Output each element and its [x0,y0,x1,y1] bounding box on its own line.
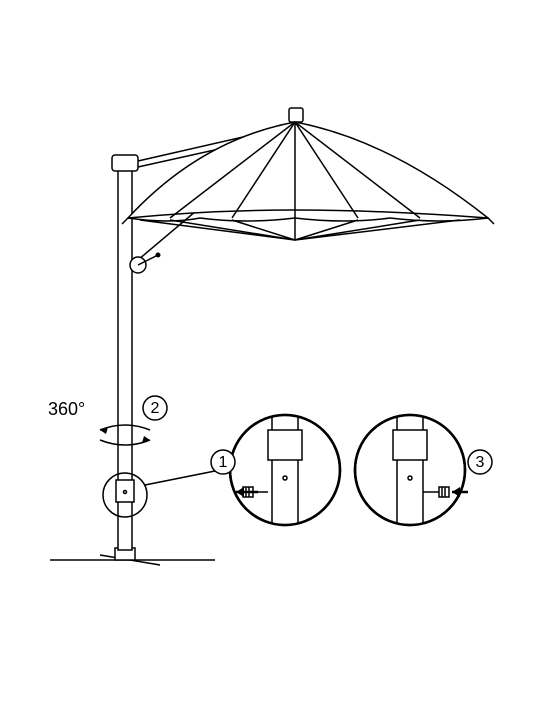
canopy [122,122,494,240]
detail-right [355,410,465,530]
step-1-number: 1 [219,454,228,471]
rotation-annotation: 360° 2 [48,396,167,445]
umbrella-assembly-diagram: 360° 2 [0,0,540,720]
step-2-number: 2 [151,400,160,417]
step-3-number: 3 [476,454,485,471]
rotation-label: 360° [48,399,85,419]
crank-handle [130,253,161,274]
detail-left [230,410,340,530]
